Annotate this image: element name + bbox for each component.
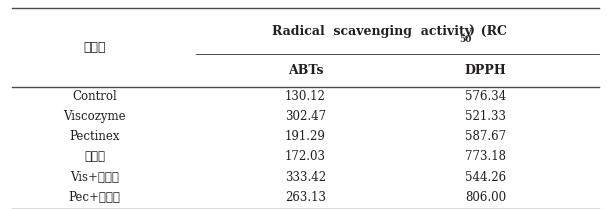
Text: 576.34: 576.34 <box>465 90 507 103</box>
Text: 544.26: 544.26 <box>465 171 507 184</box>
Text: 초고압: 초고압 <box>84 150 105 163</box>
Text: 806.00: 806.00 <box>465 191 507 204</box>
Text: Viscozyme: Viscozyme <box>64 110 126 123</box>
Text: ): ) <box>469 25 475 38</box>
Text: 773.18: 773.18 <box>465 150 507 163</box>
Text: 521.33: 521.33 <box>465 110 507 123</box>
Text: ABTs: ABTs <box>288 64 323 77</box>
Text: 333.42: 333.42 <box>285 171 326 184</box>
Text: Pectinex: Pectinex <box>70 130 120 143</box>
Text: 191.29: 191.29 <box>285 130 326 143</box>
Text: 263.13: 263.13 <box>285 191 326 204</box>
Text: 상백피: 상백피 <box>84 41 106 54</box>
Text: 587.67: 587.67 <box>465 130 507 143</box>
Text: DPPH: DPPH <box>465 64 507 77</box>
Text: 50: 50 <box>459 35 472 44</box>
Text: Control: Control <box>72 90 117 103</box>
Text: 302.47: 302.47 <box>285 110 326 123</box>
Text: 130.12: 130.12 <box>285 90 326 103</box>
Text: Radical  scavenging  activity  (RC: Radical scavenging activity (RC <box>273 25 508 38</box>
Text: 172.03: 172.03 <box>285 150 326 163</box>
Text: Pec+초고압: Pec+초고압 <box>69 191 120 204</box>
Text: Vis+초고압: Vis+초고압 <box>70 171 119 184</box>
